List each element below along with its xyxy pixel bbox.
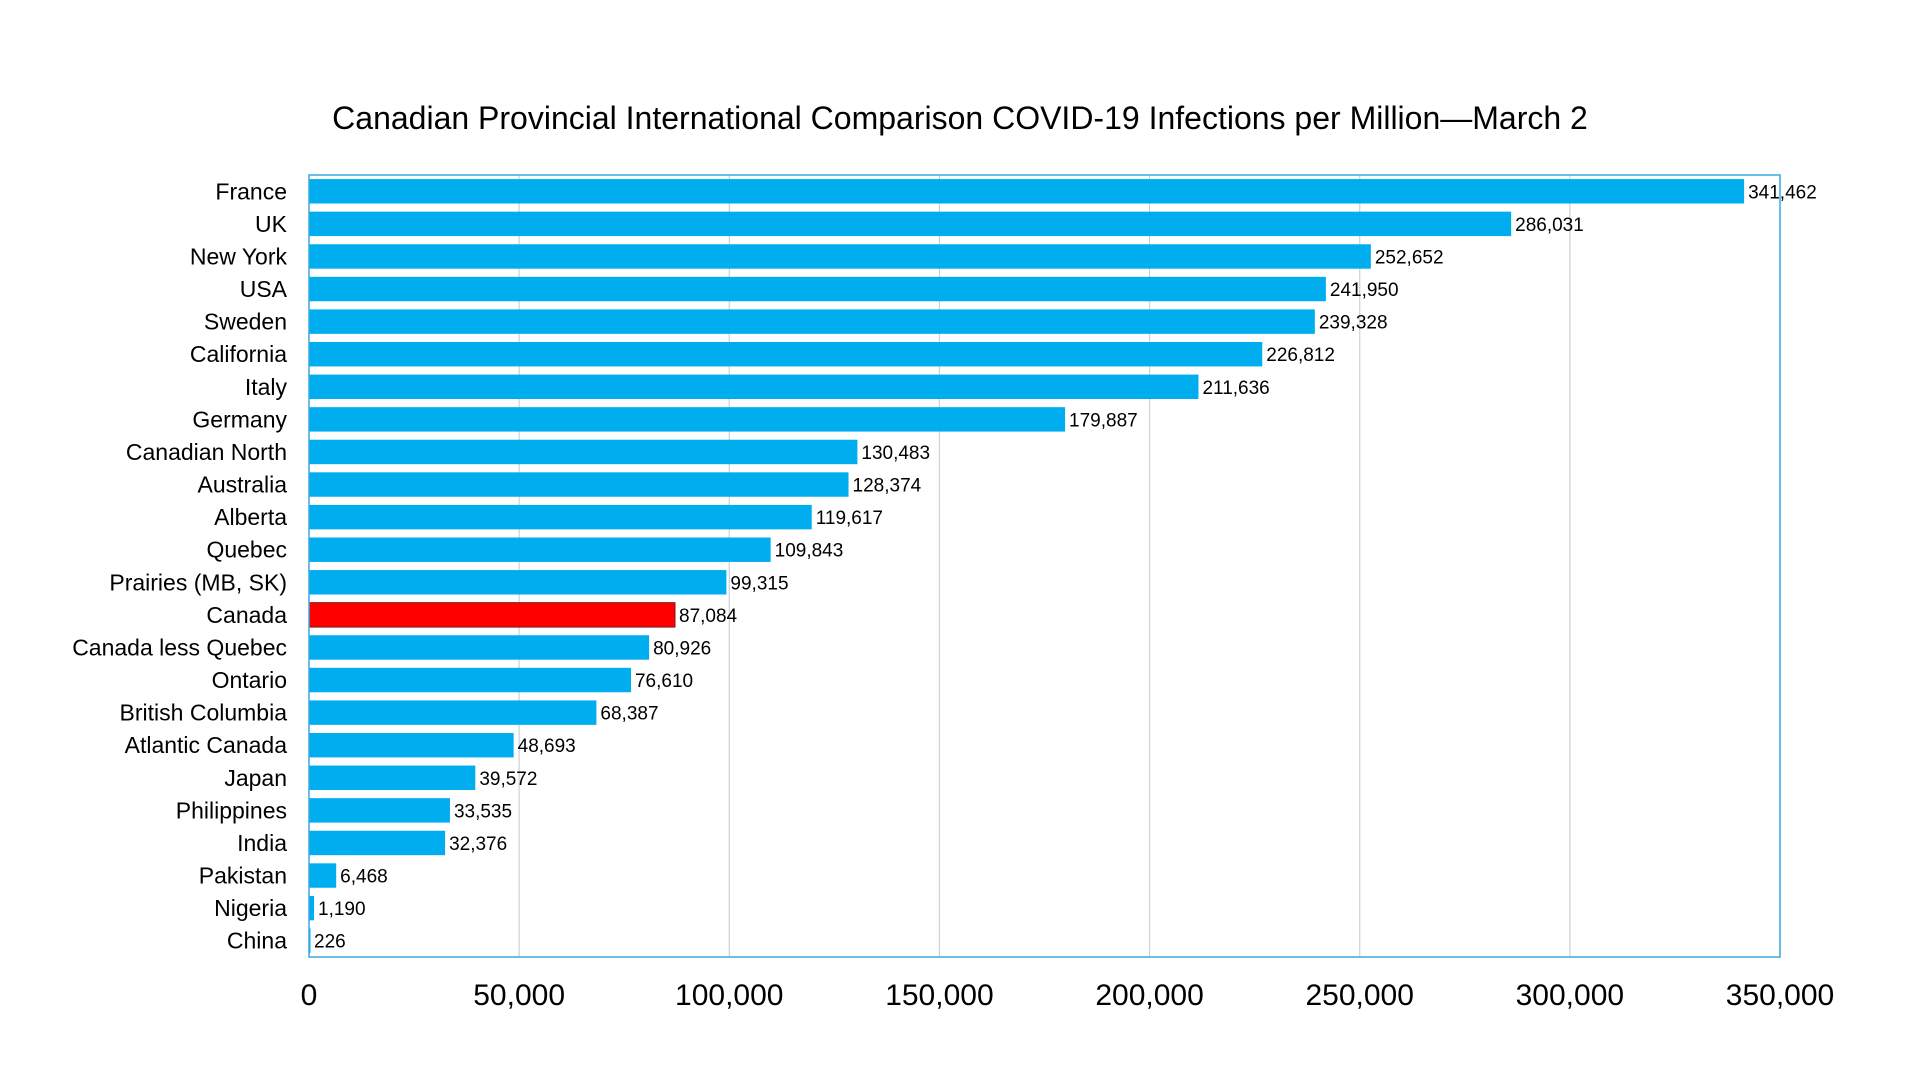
category-label: France: [215, 178, 287, 204]
category-label: California: [190, 341, 287, 367]
chart-title: Canadian Provincial International Compar…: [332, 100, 1588, 136]
category-label: Alberta: [214, 504, 287, 530]
bar: [309, 863, 337, 888]
bar: [309, 830, 446, 856]
category-label: Quebec: [206, 537, 287, 563]
bar: [309, 244, 1371, 269]
data-label: 252,652: [1375, 247, 1444, 268]
category-label: Canada less Quebec: [72, 634, 287, 660]
bar: [309, 276, 1326, 302]
data-label: 226,812: [1266, 345, 1335, 366]
data-label: 87,084: [679, 606, 738, 627]
bar: [309, 895, 315, 921]
category-label: Japan: [224, 765, 287, 791]
bar: [309, 798, 450, 823]
bar: [309, 179, 1745, 204]
data-label: 128,374: [853, 476, 922, 497]
x-tick-label: 150,000: [885, 979, 993, 1012]
data-label: 109,843: [775, 541, 844, 562]
data-label: 76,610: [635, 671, 693, 692]
category-label: UK: [255, 211, 288, 237]
value-labels: 341,462 286,031 252,652 241,950 239,328 226,8…: [314, 182, 1817, 952]
bar: [309, 570, 727, 595]
category-label: China: [227, 928, 287, 954]
bar: [309, 537, 771, 562]
data-label: 239,328: [1319, 313, 1388, 334]
data-label: 1,190: [318, 899, 366, 920]
data-label: 341,462: [1748, 182, 1817, 203]
gridlines: [518, 175, 1571, 957]
data-label: 32,376: [449, 834, 507, 855]
x-tick-label: 0: [301, 979, 318, 1012]
bar: [309, 341, 1263, 367]
category-label: Italy: [245, 374, 288, 400]
category-label: Philippines: [176, 797, 287, 823]
data-label: 80,926: [653, 638, 711, 659]
bar: [308, 602, 676, 628]
data-label: 99,315: [730, 573, 788, 594]
category-label: Nigeria: [214, 895, 287, 921]
data-label: 211,636: [1202, 378, 1269, 399]
bar: [309, 635, 650, 660]
category-label: Atlantic Canada: [125, 732, 288, 758]
category-label: USA: [240, 276, 288, 302]
data-label: 119,617: [816, 508, 883, 529]
data-label: 130,483: [861, 443, 930, 464]
category-label: Canada: [206, 602, 287, 628]
x-tick-label: 200,000: [1095, 979, 1203, 1012]
x-tick-label: 100,000: [675, 979, 783, 1012]
bars: [308, 179, 1745, 953]
data-label: 6,468: [340, 867, 388, 888]
category-label: New York: [190, 243, 288, 269]
category-label: Australia: [198, 472, 288, 498]
bar: [309, 472, 849, 497]
x-tick-label: 300,000: [1516, 979, 1624, 1012]
data-label: 286,031: [1515, 215, 1584, 236]
data-label: 33,535: [454, 801, 512, 822]
category-label: India: [237, 830, 287, 856]
data-label: 39,572: [479, 769, 537, 790]
data-label: 241,950: [1330, 280, 1399, 301]
category-label: British Columbia: [120, 700, 288, 726]
data-label: 179,887: [1069, 410, 1138, 431]
x-tick-label: 350,000: [1726, 979, 1834, 1012]
category-label: Sweden: [204, 309, 287, 335]
bar: [309, 700, 597, 725]
category-labels: France UK New York USA Sweden California Italy…: [72, 178, 287, 953]
data-label: 226: [314, 932, 346, 953]
data-label: 68,387: [600, 704, 658, 725]
x-tick-label: 250,000: [1305, 979, 1413, 1012]
bar: [309, 211, 1512, 237]
category-label: Germany: [192, 406, 287, 432]
bar: [309, 407, 1066, 432]
category-label: Canadian North: [126, 439, 287, 465]
category-label: Prairies (MB, SK): [109, 569, 287, 595]
x-axis-ticks: 0 50,000 100,000 150,000 200,000 250,000 300,0…: [301, 979, 1835, 1012]
bar: [309, 439, 858, 465]
bar: [309, 667, 631, 693]
bar: [309, 765, 476, 791]
bar: [309, 504, 812, 530]
bar: [309, 374, 1199, 400]
bar: [309, 732, 514, 758]
data-label: 48,693: [518, 736, 576, 757]
plot-frame: [308, 174, 1781, 958]
category-label: Ontario: [212, 667, 287, 693]
category-label: Pakistan: [199, 863, 287, 889]
x-tick-label: 50,000: [473, 979, 565, 1012]
bar: [309, 309, 1315, 334]
